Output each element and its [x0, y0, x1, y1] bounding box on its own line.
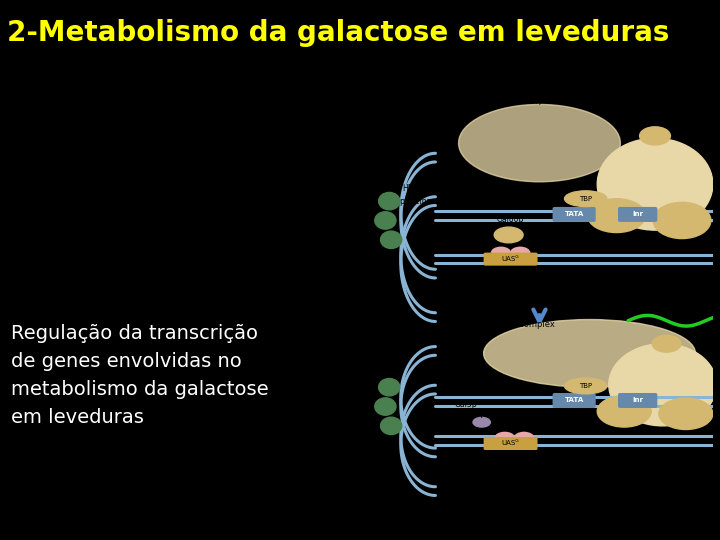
Ellipse shape — [379, 379, 400, 396]
Text: HMG: HMG — [402, 185, 421, 193]
Text: Inr: Inr — [632, 212, 643, 218]
Text: +: + — [485, 288, 493, 299]
Text: Gal3p: Gal3p — [482, 279, 506, 288]
Ellipse shape — [379, 192, 400, 210]
Ellipse shape — [375, 398, 396, 415]
Ellipse shape — [652, 335, 681, 352]
FancyBboxPatch shape — [552, 207, 595, 222]
Text: Intermediary complex: Intermediary complex — [462, 320, 555, 329]
FancyBboxPatch shape — [552, 393, 595, 408]
Ellipse shape — [609, 343, 716, 426]
Text: Regulação da transcrição
de genes envolvidas no
metabolismo da galactose
em leve: Regulação da transcrição de genes envolv… — [11, 324, 269, 427]
Text: TATA: TATA — [564, 397, 584, 403]
Text: Inr: Inr — [632, 397, 643, 403]
Ellipse shape — [459, 104, 621, 182]
Text: Gal4p: Gal4p — [532, 235, 554, 244]
Text: RNA: RNA — [636, 80, 654, 90]
Text: complex: complex — [628, 106, 664, 115]
Ellipse shape — [491, 247, 510, 259]
Text: polymerase II: polymerase II — [616, 94, 674, 103]
FancyBboxPatch shape — [618, 393, 657, 408]
Ellipse shape — [598, 396, 651, 427]
FancyBboxPatch shape — [484, 253, 538, 266]
Text: proteins: proteins — [399, 197, 431, 206]
Ellipse shape — [588, 199, 645, 233]
Text: (TFIID or mediator): (TFIID or mediator) — [462, 97, 542, 106]
Ellipse shape — [564, 378, 607, 394]
Ellipse shape — [484, 320, 696, 387]
Ellipse shape — [514, 433, 534, 443]
Text: TBP: TBP — [579, 383, 593, 389]
Text: TATA: TATA — [564, 212, 584, 218]
Ellipse shape — [659, 398, 713, 429]
Ellipse shape — [375, 212, 396, 229]
Ellipse shape — [510, 247, 530, 259]
Text: 2-Metabolismo da galactose em leveduras: 2-Metabolismo da galactose em leveduras — [7, 19, 670, 47]
Text: TBP: TBP — [579, 195, 593, 202]
Ellipse shape — [381, 417, 402, 435]
Text: UASᴳ: UASᴳ — [502, 256, 519, 262]
Ellipse shape — [473, 417, 490, 427]
Text: Gal80p: Gal80p — [497, 215, 524, 224]
Text: Gal3p: Gal3p — [455, 400, 477, 409]
Ellipse shape — [495, 433, 514, 443]
FancyBboxPatch shape — [484, 437, 538, 450]
Ellipse shape — [598, 138, 713, 230]
Text: galactose: galactose — [474, 300, 515, 309]
Ellipse shape — [653, 202, 711, 239]
Ellipse shape — [381, 231, 402, 248]
Text: UASᴳ: UASᴳ — [502, 441, 519, 447]
FancyBboxPatch shape — [618, 207, 657, 222]
Ellipse shape — [564, 191, 607, 207]
Ellipse shape — [494, 227, 523, 243]
Text: Intermediary complex: Intermediary complex — [451, 85, 544, 94]
Ellipse shape — [639, 127, 670, 145]
